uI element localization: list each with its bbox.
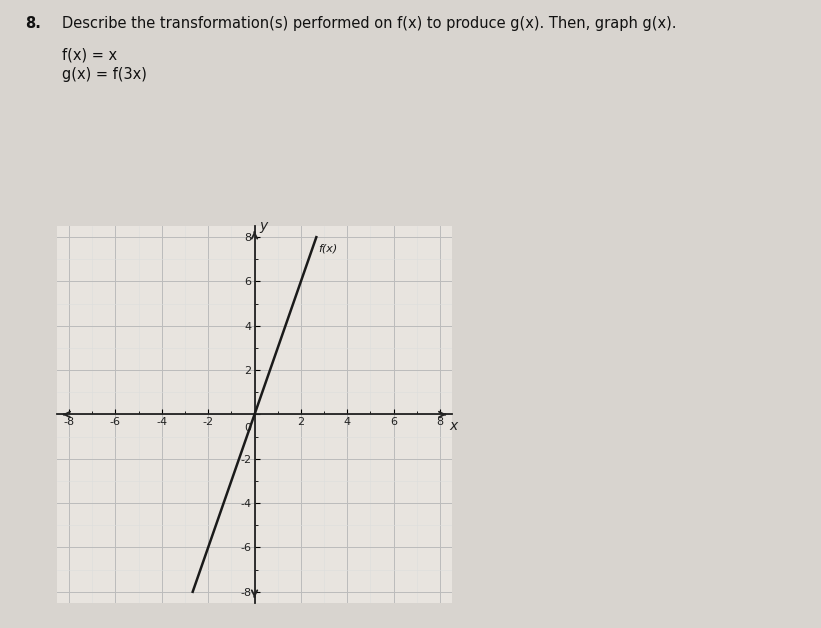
Text: g(x) = f(3x): g(x) = f(3x) [62, 67, 146, 82]
Text: Describe the transformation(s) performed on f(x) to produce g(x). Then, graph g(: Describe the transformation(s) performed… [62, 16, 676, 31]
Text: x: x [450, 419, 458, 433]
Text: y: y [259, 219, 268, 233]
Text: 8.: 8. [25, 16, 40, 31]
Text: f(x) = x: f(x) = x [62, 47, 117, 62]
Text: 0: 0 [244, 423, 251, 433]
Text: f(x): f(x) [319, 244, 338, 254]
